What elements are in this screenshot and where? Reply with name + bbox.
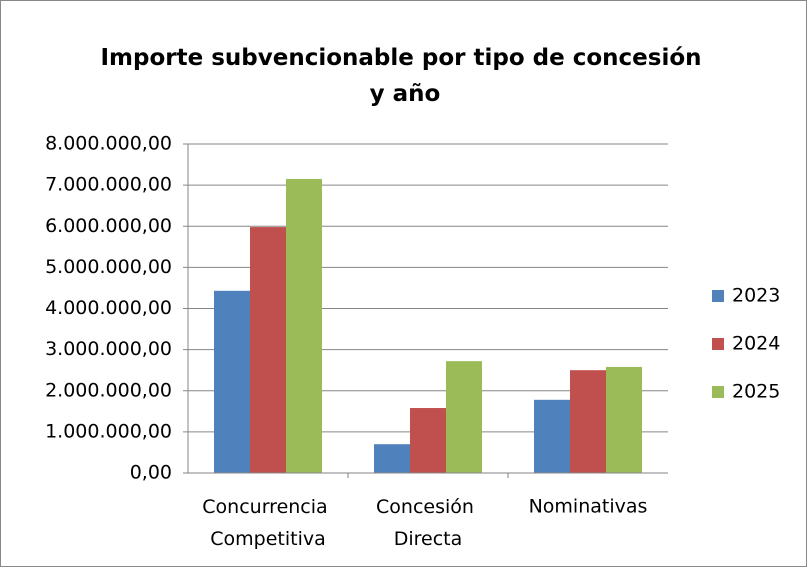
y-tick-label: 6.000.000,00 <box>45 215 172 237</box>
legend-swatch <box>712 338 724 350</box>
y-tick-label: 3.000.000,00 <box>45 338 172 360</box>
bar <box>534 399 570 473</box>
bar <box>374 444 410 473</box>
y-tick-label: 8.000.000,00 <box>45 133 172 155</box>
y-tick-label: 5.000.000,00 <box>45 256 172 278</box>
y-tick-label: 1.000.000,00 <box>45 420 172 442</box>
x-tick-label: Concesión Directa <box>376 496 480 550</box>
x-tick-label: Nominativas <box>529 496 648 518</box>
bar <box>214 290 250 473</box>
bar <box>606 366 642 473</box>
legend-label: 2023 <box>732 285 780 307</box>
y-tick-label: 2.000.000,00 <box>45 379 172 401</box>
y-tick-label: 4.000.000,00 <box>45 297 172 319</box>
y-tick-label: 7.000.000,00 <box>45 174 172 196</box>
chart-title: Importe subvencionable por tipo de conce… <box>100 45 709 107</box>
legend-swatch <box>712 290 724 302</box>
legend-swatch <box>712 386 724 398</box>
legend-label: 2025 <box>732 381 780 403</box>
y-tick-label: 0,00 <box>130 462 172 484</box>
bar <box>286 178 322 474</box>
bar <box>410 408 446 473</box>
bar <box>250 227 286 473</box>
x-tick-label: Concurrencia Competitiva <box>202 496 333 550</box>
bar <box>446 361 482 473</box>
bar <box>570 370 606 473</box>
legend-label: 2024 <box>732 333 780 355</box>
